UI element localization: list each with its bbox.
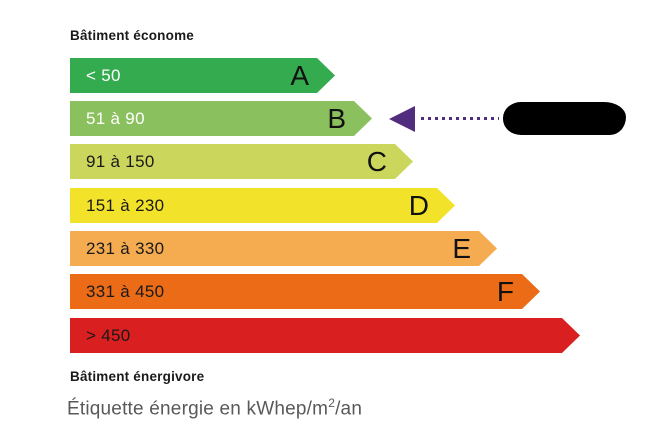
caption-prefix: Étiquette énergie en kWhep/m [67, 398, 329, 420]
energy-grade-letter: C [366, 145, 387, 177]
chart-caption: Étiquette énergie en kWhep/m2/an [67, 396, 362, 420]
energy-range-label: 151 à 230 [86, 195, 165, 215]
energy-class-bar: < 50 A [70, 58, 335, 93]
energy-range-label: 331 à 450 [86, 281, 165, 301]
energy-grade-letter: A [290, 59, 309, 91]
arrow-left-icon [389, 105, 415, 132]
energy-grade-letter: B [327, 102, 346, 134]
energy-class-bar: 231 à 330 E [70, 231, 497, 266]
energy-grade-letter: D [408, 189, 429, 221]
energy-range-label: 51 à 90 [86, 108, 145, 128]
energy-intensive-building-label: Bâtiment énergivore [70, 369, 205, 384]
energy-grade-letter: E [452, 232, 471, 264]
economical-building-label: Bâtiment économe [70, 28, 194, 43]
dotted-connector-line [421, 117, 499, 120]
energy-range-label: < 50 [86, 65, 121, 85]
selected-class-indicator [389, 101, 626, 136]
caption-superscript: 2 [328, 396, 336, 410]
redacted-value-blob [503, 102, 626, 135]
energy-class-bar: > 450 [70, 318, 580, 353]
energy-range-label: > 450 [86, 325, 131, 345]
caption-suffix: /an [335, 398, 363, 420]
energy-class-bar: 51 à 90 B [70, 101, 372, 136]
energy-class-bar: 91 à 150 C [70, 144, 413, 179]
energy-grade-letter: F [496, 275, 514, 307]
energy-class-bar: 331 à 450 F [70, 274, 540, 309]
energy-class-bar: 151 à 230 D [70, 188, 455, 223]
energy-range-label: 91 à 150 [86, 151, 155, 171]
energy-range-label: 231 à 330 [86, 238, 165, 258]
